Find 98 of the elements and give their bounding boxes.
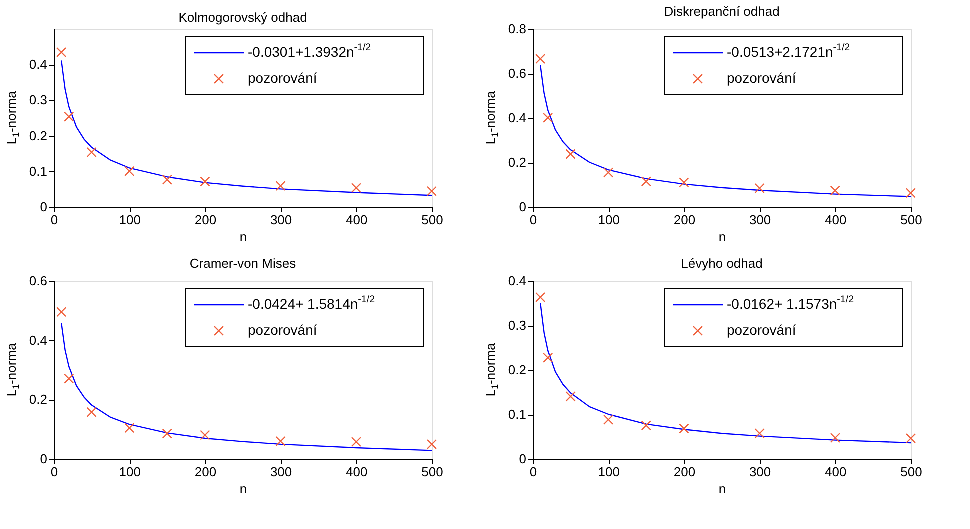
x-tick-label: 500 [900,212,922,228]
y-tick-label: 0.2 [508,362,526,378]
point [566,392,576,402]
point [351,437,362,448]
point [830,433,840,444]
point [604,168,614,178]
x-tick-label: 100 [119,464,141,480]
y-axis-title: L1-norma [483,90,500,145]
point [64,374,74,384]
line-series [60,60,433,196]
x-tick-label: 400 [825,464,847,480]
point [200,176,210,187]
x-tick-label: 400 [346,212,368,228]
chart-title: Diskrepanční odhad [664,4,780,19]
point [56,47,67,58]
point [754,428,765,439]
legend-label: pozorování [248,70,318,86]
point [604,414,614,425]
point [64,112,74,122]
y-tick-label: 0.6 [29,274,48,288]
y-tick-label: 0.3 [508,318,526,333]
x-axis-title: n [718,482,726,496]
x-axis-title: n [240,482,248,496]
x-tick-label: 0 [530,464,538,480]
point [679,424,690,434]
point [641,420,652,431]
point [426,186,438,196]
legend-label: pozorování [727,322,796,338]
point [200,430,210,440]
x-tick-label: 400 [825,212,847,228]
point [543,112,554,124]
y-axis-title: L1-norma [4,342,21,397]
y-tick-label: 0.1 [29,164,48,179]
legend-label: pozorování [727,70,796,86]
x-tick-label: 500 [422,464,444,480]
y-axis-title: L1-norma [483,342,500,397]
y-tick-label: 0.4 [29,332,48,348]
point [426,439,438,450]
point [830,186,840,196]
point [566,149,576,160]
x-tick-label: 200 [194,212,217,228]
x-tick-label: 0 [50,464,58,480]
x-tick-label: 200 [674,464,696,480]
x-axis-title: n [718,230,726,244]
point [86,147,97,158]
x-tick-label: 100 [119,212,141,228]
y-tick-label: 0.4 [29,57,48,72]
line-series [60,322,433,452]
point [86,407,97,418]
legend-label: pozorování [248,322,318,338]
point [56,307,67,318]
x-tick-label: 0 [50,212,58,228]
x-axis-title: n [240,230,248,244]
y-tick-label: 0.2 [29,392,48,408]
line-series [540,64,912,198]
point [535,54,546,64]
y-axis-title: L1-norma [4,90,21,145]
point [351,183,362,194]
point [906,188,916,198]
point [535,292,546,303]
y-tick-label: 0.6 [508,66,526,81]
x-tick-label: 500 [900,464,922,480]
y-tick-label: 0 [40,452,48,466]
x-tick-label: 400 [346,464,368,480]
x-tick-label: 300 [270,212,292,228]
y-tick-label: 0.2 [508,155,526,170]
x-tick-label: 200 [674,212,696,228]
x-tick-label: 100 [598,464,620,480]
chart-title: Lévyho odhad [681,256,763,271]
y-tick-label: 0.8 [508,22,526,36]
chart-title: Kolmogorovský odhad [178,10,308,25]
point [124,423,135,434]
point [679,177,690,188]
y-tick-label: 0 [519,452,526,466]
point [906,433,916,444]
point [276,436,286,447]
x-tick-label: 200 [194,464,217,480]
point [162,174,172,186]
chart-title: Cramer-von Mises [190,256,297,271]
y-tick-label: 0.2 [29,128,48,144]
x-tick-label: 300 [270,464,292,480]
y-tick-label: 0.4 [508,110,526,126]
point [543,352,554,364]
point [276,180,286,192]
x-tick-label: 300 [749,464,772,480]
x-tick-label: 100 [598,212,620,228]
point [641,176,652,187]
point [754,183,765,194]
y-tick-label: 0 [40,200,48,214]
point [124,166,135,176]
x-tick-label: 0 [530,212,538,228]
y-tick-label: 0.1 [508,407,526,422]
x-tick-label: 500 [422,212,444,228]
point [162,428,172,439]
y-tick-label: 0.4 [508,274,526,288]
x-tick-label: 300 [749,212,772,228]
y-tick-label: 0 [519,200,526,214]
y-tick-label: 0.3 [29,92,48,108]
